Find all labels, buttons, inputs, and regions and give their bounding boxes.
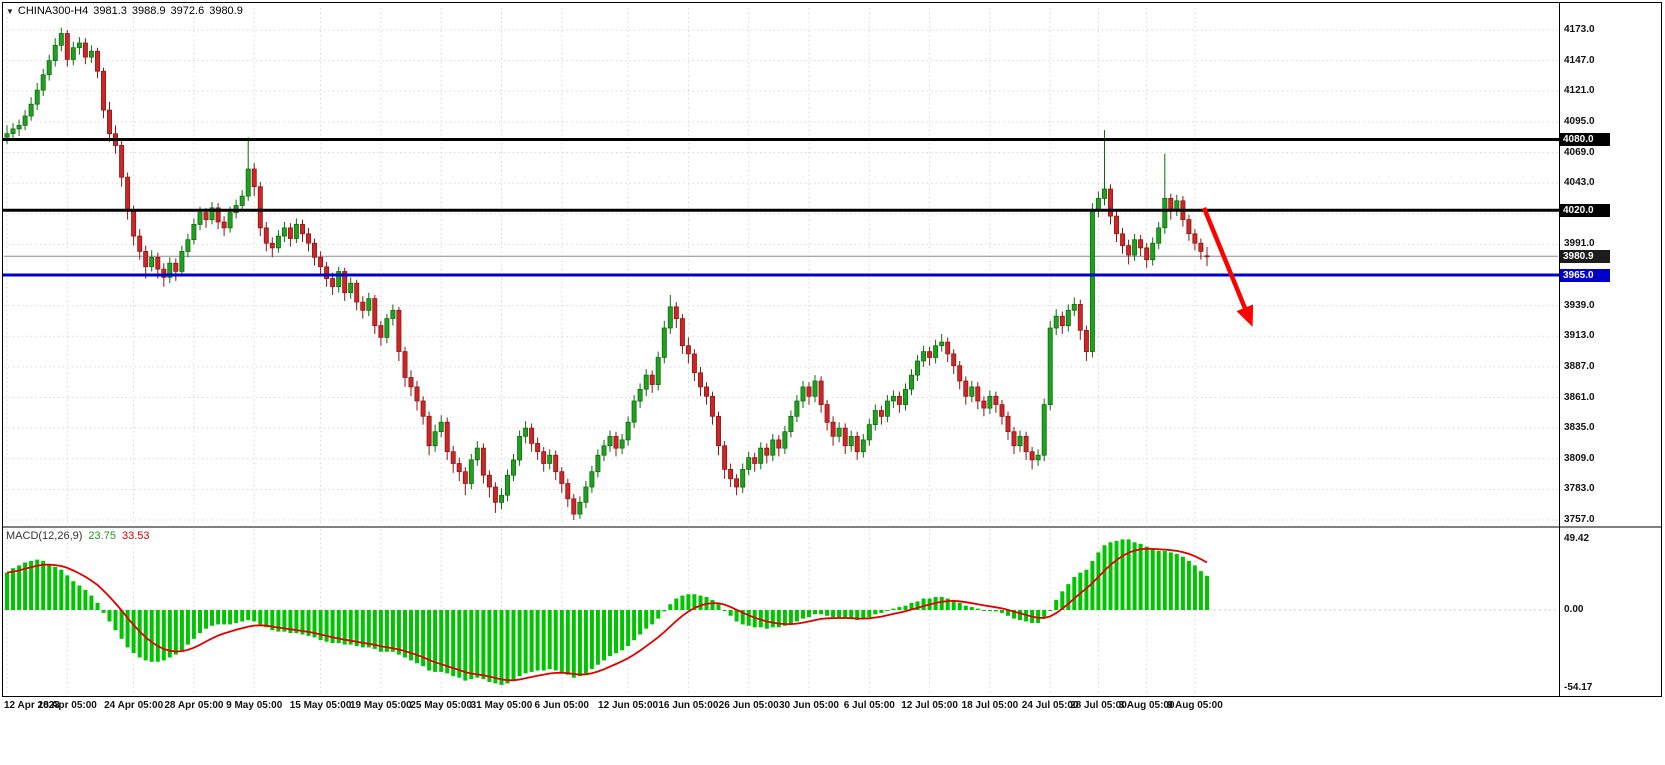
macd-main-value: 23.75 — [88, 530, 116, 542]
macd-scale-label: 49.42 — [1564, 532, 1590, 544]
time-tick-label: 19 May 05:00 — [350, 700, 412, 711]
price-tick-label: 4173.0 — [1564, 24, 1595, 35]
time-tick-label: 16 Jun 05:00 — [658, 700, 719, 711]
macd-histogram-group — [5, 539, 1209, 685]
time-tick-label: 9 Aug 05:00 — [1167, 700, 1223, 711]
time-tick-label: 26 Jun 05:00 — [718, 700, 779, 711]
macd-indicator-label: MACD(12,26,9) 23.75 33.53 — [6, 530, 149, 542]
price-tick-label: 3783.0 — [1564, 483, 1595, 495]
price-tick-label: 3809.0 — [1564, 452, 1595, 464]
time-tick-label: 25 May 05:00 — [410, 700, 473, 711]
price-tick-label: 3913.0 — [1564, 330, 1595, 342]
chart-header: ▼ CHINA300-H4 3981.3 3988.9 3972.6 3980.9 — [6, 5, 248, 17]
time-tick-label: 30 Jun 05:00 — [778, 700, 840, 711]
time-tick-label: 28 Jul 05:00 — [1070, 700, 1127, 711]
price-tick-label: 3861.0 — [1564, 391, 1595, 403]
price-tick-label: 3835.0 — [1564, 422, 1595, 434]
time-tick-label: 18 Jul 05:00 — [961, 700, 1019, 711]
symbol-label: CHINA300-H4 — [17, 5, 89, 17]
price-tick-label: 3991.0 — [1564, 238, 1595, 250]
price-tick-label: 3757.0 — [1564, 514, 1595, 525]
price-badge-4020-0: 4020.0 — [1560, 203, 1610, 217]
time-tick-label: 6 Jun 05:00 — [534, 700, 589, 711]
time-tick-label: 24 Apr 05:00 — [104, 700, 164, 711]
macd-scale-label: -54.17 — [1564, 682, 1593, 693]
price-badge-3980-9: 3980.9 — [1560, 249, 1610, 263]
time-tick-label: 31 May 05:00 — [470, 700, 533, 711]
ohlc-high: 3988.9 — [131, 5, 166, 17]
price-tick-label: 4043.0 — [1564, 177, 1595, 189]
time-tick-label: 12 Jul 05:00 — [901, 700, 958, 711]
price-tick-label: 4095.0 — [1564, 115, 1595, 127]
level-lines-group[interactable] — [2, 138, 1560, 277]
macd-name: MACD(12,26,9) — [6, 530, 83, 542]
time-tick-label: 12 Jun 05:00 — [598, 700, 659, 711]
time-tick-label: 24 Jul 05:00 — [1021, 700, 1079, 711]
ohlc-close: 3980.9 — [209, 5, 243, 17]
macd-signal-line — [6, 547, 1208, 682]
time-tick-label: 9 May 05:00 — [226, 700, 283, 711]
chart-frame — [2, 2, 1662, 697]
time-tick-label: 15 May 05:00 — [289, 700, 352, 711]
price-tick-label: 4121.0 — [1564, 85, 1595, 97]
grid-group — [4, 8, 1558, 694]
candles-group — [4, 27, 1210, 520]
macd-signal-value: 33.53 — [121, 530, 150, 542]
ohlc-low: 3972.6 — [170, 5, 205, 17]
price-badge-3965-0: 3965.0 — [1560, 268, 1610, 282]
time-tick-label: 18 Apr 05:00 — [37, 700, 97, 711]
time-tick-label: 6 Jul 05:00 — [843, 700, 895, 711]
ohlc-open: 3981.3 — [93, 5, 127, 17]
time-tick-label: 3 Aug 05:00 — [1118, 700, 1175, 711]
price-tick-label: 3887.0 — [1564, 360, 1595, 372]
arrow-annotation[interactable] — [1201, 207, 1254, 327]
time-tick-label: 12 Apr 2023 — [4, 700, 60, 711]
macd-scale-label: 0.00 — [1564, 604, 1584, 615]
price-tick-label: 4069.0 — [1564, 146, 1595, 158]
symbol-dropdown-icon[interactable]: ▼ — [6, 7, 14, 16]
price-badge-4080-0: 4080.0 — [1560, 133, 1610, 147]
time-tick-label: 28 Apr 05:00 — [164, 700, 224, 711]
price-tick-label: 4147.0 — [1564, 54, 1595, 66]
price-tick-label: 3939.0 — [1564, 299, 1595, 311]
